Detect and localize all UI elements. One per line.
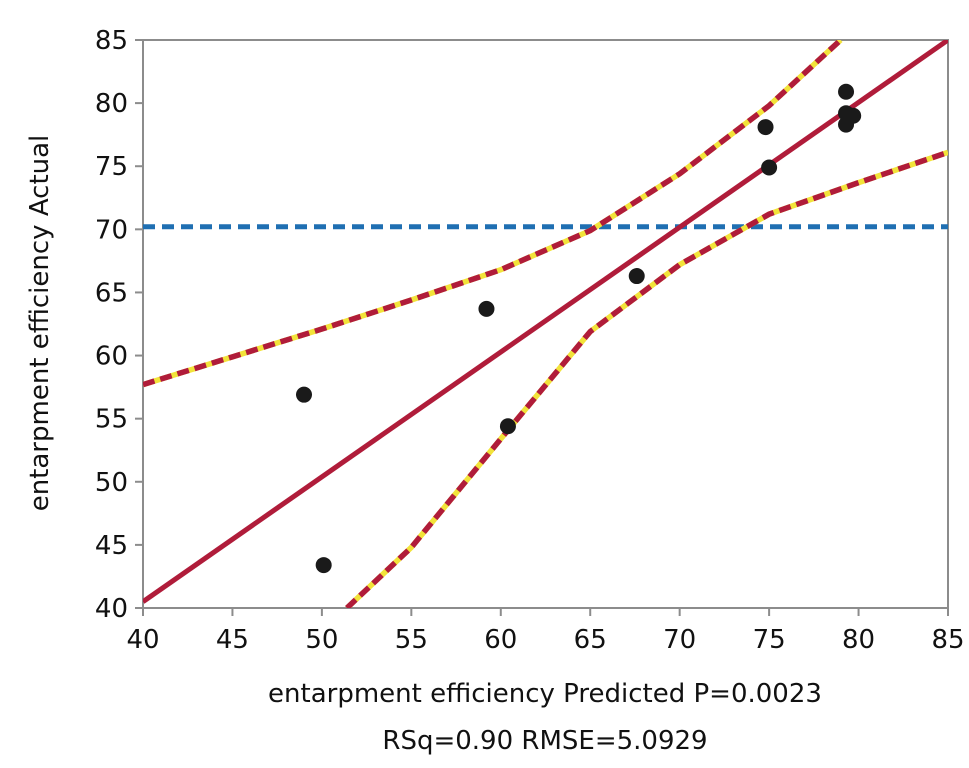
y-tick-label: 60 — [95, 342, 128, 372]
data-point — [628, 268, 645, 285]
y-tick-label: 75 — [95, 152, 128, 182]
x-tick-label: 80 — [842, 625, 875, 655]
points-layer — [296, 83, 862, 574]
data-point — [757, 119, 774, 136]
fit-line — [143, 40, 948, 604]
x-tick-label: 50 — [305, 625, 338, 655]
x-tick-label: 70 — [663, 625, 696, 655]
x-tick-label: 65 — [574, 625, 607, 655]
data-point — [499, 418, 516, 435]
y-tick-label: 65 — [95, 278, 128, 308]
x-tick-label: 85 — [931, 625, 964, 655]
x-axis-title: entarpment efficiency Predicted P=0.0023 — [268, 679, 822, 709]
y-tick-label: 55 — [95, 405, 128, 435]
y-tick-label: 50 — [95, 468, 128, 498]
confidence-lower-curve — [345, 149, 948, 608]
fit-line-layer — [143, 40, 948, 604]
confidence-band-layer — [143, 40, 948, 608]
y-tick-label: 85 — [95, 26, 128, 56]
data-point — [845, 107, 862, 124]
x-tick-label: 45 — [216, 625, 249, 655]
y-axis-title: entarpment efficiency Actual — [25, 135, 55, 512]
data-point — [478, 300, 495, 317]
data-point — [838, 83, 855, 100]
y-axis: 40 45 50 55 60 65 70 75 80 85 — [95, 26, 143, 624]
y-tick-label: 40 — [95, 594, 128, 624]
y-tick-label: 80 — [95, 89, 128, 119]
x-tick-label: 40 — [126, 625, 159, 655]
x-axis-subtitle: RSq=0.90 RMSE=5.0929 — [382, 726, 707, 756]
x-tick-label: 60 — [484, 625, 517, 655]
y-tick-label: 70 — [95, 215, 128, 245]
x-tick-label: 55 — [395, 625, 428, 655]
x-axis: 40 45 50 55 60 65 70 75 80 85 — [126, 608, 965, 655]
data-point — [315, 557, 332, 574]
x-tick-label: 75 — [753, 625, 786, 655]
y-tick-label: 45 — [95, 531, 128, 561]
data-point — [296, 386, 312, 403]
confidence-upper-curve — [143, 40, 843, 388]
data-point — [761, 159, 778, 176]
